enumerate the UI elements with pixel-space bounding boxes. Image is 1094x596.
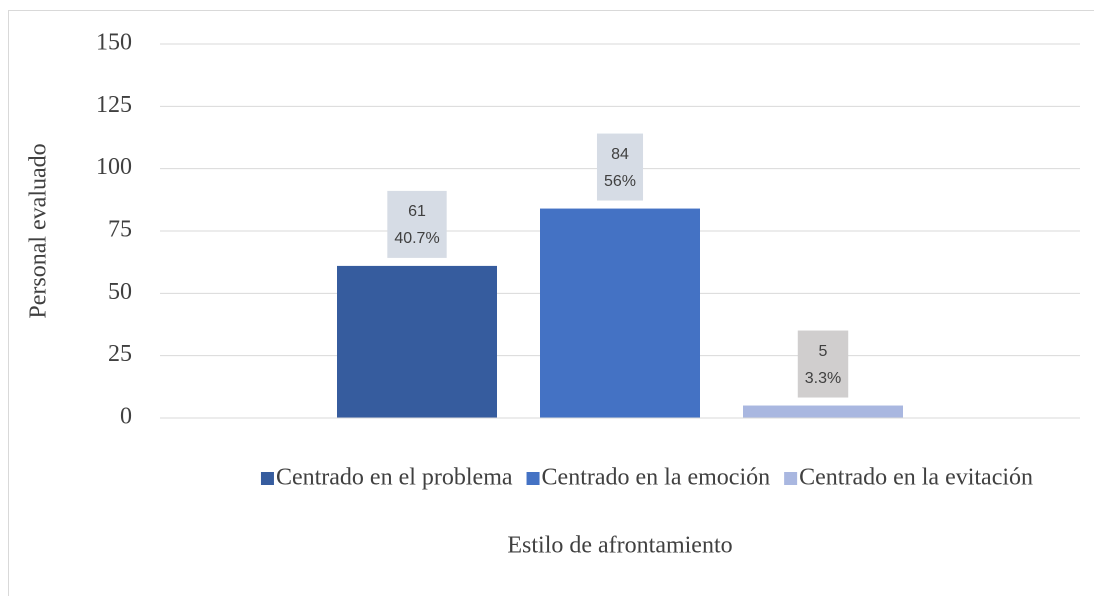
bar — [337, 265, 497, 418]
legend-label: Centrado en el problema — [276, 465, 513, 491]
y-axis-title: Personal evaluado — [26, 143, 52, 318]
data-label-percent: 56% — [604, 173, 636, 190]
data-label: 5 — [819, 343, 828, 360]
data-label-box — [387, 190, 447, 258]
data-label-percent: 3.3% — [805, 370, 841, 387]
data-label: 61 — [408, 203, 426, 220]
data-label: 84 — [611, 146, 629, 163]
legend-label: Centrado en la emoción — [542, 465, 771, 491]
data-label-box — [596, 133, 644, 201]
y-tick-label: 125 — [96, 92, 132, 118]
legend-marker — [526, 472, 540, 485]
y-tick-label: 75 — [108, 217, 132, 243]
y-tick-label: 150 — [96, 30, 132, 56]
legend-label: Centrado en la evitación — [799, 465, 1033, 491]
data-label-percent: 40.7% — [394, 230, 439, 247]
y-tick-label: 100 — [96, 154, 132, 180]
data-label-box — [797, 330, 849, 398]
chart-border — [8, 10, 1094, 596]
x-axis-title: Estilo de afrontamiento — [507, 533, 732, 559]
legend-marker — [260, 472, 274, 485]
legend-marker — [784, 472, 798, 485]
bar — [540, 208, 700, 418]
y-tick-label: 0 — [120, 404, 132, 430]
y-tick-label: 25 — [108, 341, 132, 367]
bar — [743, 405, 903, 418]
y-tick-label: 50 — [108, 279, 132, 305]
